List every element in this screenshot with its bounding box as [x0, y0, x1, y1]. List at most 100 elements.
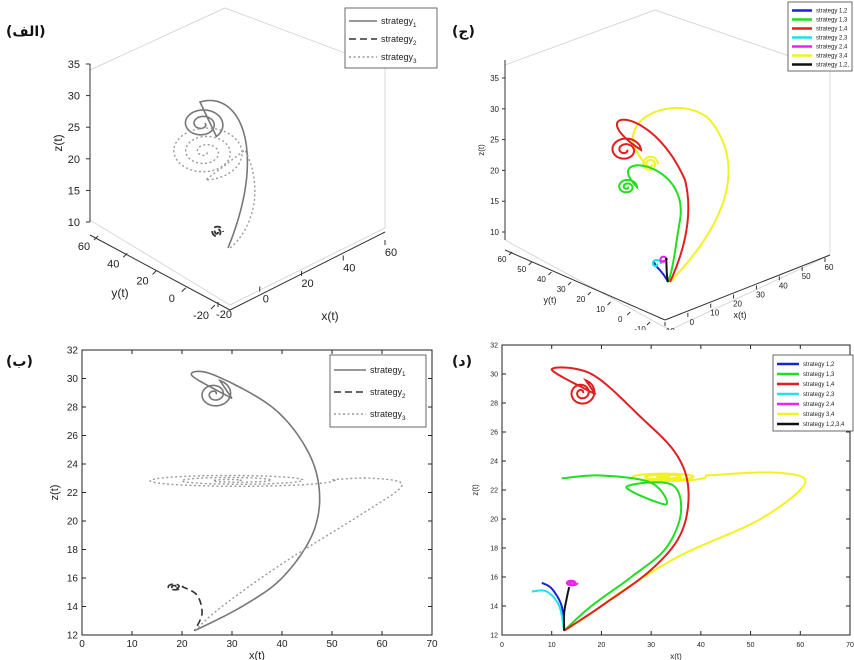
series-group — [149, 370, 403, 632]
x-tick-label-2: 20 — [301, 278, 313, 290]
x-tick-label-2: 20 — [598, 642, 606, 649]
x-tick-label-1: 0 — [263, 294, 269, 306]
legend-entry-5: strategy 3,4 — [816, 54, 848, 60]
x-tick-label-3: 40 — [343, 263, 355, 275]
series-line-6 — [665, 258, 669, 283]
series-line-1 — [561, 474, 683, 632]
x-tick-label-4: 40 — [276, 639, 288, 650]
cube-edge-0 — [89, 7, 226, 71]
y-tick-mark-0 — [646, 321, 651, 326]
x-axis-title: x(t) — [249, 650, 265, 660]
x-tick-label-0: -20 — [216, 309, 232, 321]
legend-entry-5: strategy 3,4 — [803, 412, 835, 418]
y-tick-label-4: 30 — [557, 285, 566, 294]
y-tick-label-5: 22 — [490, 487, 498, 494]
z-axis-title: z(t) — [51, 134, 65, 151]
legend-entry-1: strategy 1,3 — [816, 18, 848, 24]
cube-frame — [504, 9, 831, 330]
y-tick-label-5: 22 — [67, 488, 79, 499]
legend-entry-6: strategy 1,2,3,4 — [803, 422, 845, 428]
panel-label-dal: (د) — [452, 354, 472, 370]
x-tick-label-1: 10 — [548, 642, 556, 649]
y-tick-mark-0 — [210, 304, 216, 310]
y-tick-label-6: 24 — [67, 460, 79, 471]
legend: strategy1 strategy2 strategy3 — [329, 354, 427, 428]
panel-label-be: (ب) — [6, 354, 33, 370]
chart-2d-color: 0 10 20 30 40 50 60 70 12 14 16 18 20 22 24 26 28 30 32 x(t… — [471, 342, 854, 660]
legend-entry-0: strategy1 — [381, 16, 417, 29]
y-tick-label-9: 30 — [490, 371, 498, 378]
y-tick-label-10: 32 — [67, 346, 79, 357]
series-line-2 — [173, 127, 256, 249]
cube-edge-4 — [89, 219, 231, 306]
y-tick-label-2: 16 — [490, 574, 498, 581]
x-tick-label-4: 30 — [756, 290, 765, 299]
y-tick-label-3: 18 — [490, 545, 498, 552]
y-tick-label-4: 20 — [490, 516, 498, 523]
legend-entry-2: strategy 1,4 — [816, 27, 848, 33]
y-tick-label-6: 24 — [490, 458, 498, 465]
x-tick-label-1: 0 — [690, 318, 695, 327]
y-tick-label-0: -10 — [634, 325, 646, 330]
y-tick-label-7: 26 — [490, 429, 498, 436]
x-tick-label-4: 60 — [385, 247, 397, 259]
x-axis-title: x(t) — [734, 310, 747, 320]
y-tick-label-2: 20 — [136, 276, 148, 288]
y-tick-label-4: 20 — [67, 517, 79, 528]
series-line-1 — [211, 225, 224, 237]
y-tick-label-7: 26 — [67, 431, 79, 442]
y-tick-mark-1 — [626, 311, 631, 316]
x-axis-title: x(t) — [670, 652, 682, 660]
legend-entry-2: strategy3 — [381, 52, 417, 65]
y-axis-title: y(t) — [111, 286, 128, 300]
legend-entry-4: strategy 2,4 — [816, 45, 848, 51]
z-tick-label-1: 15 — [68, 185, 80, 197]
y-tick-label-10: 32 — [490, 342, 498, 349]
cube-edge-3 — [229, 227, 386, 306]
y-tick-label-4: 60 — [78, 241, 90, 253]
y-tick-label-9: 30 — [67, 374, 79, 385]
y-axis-title: z(t) — [471, 484, 480, 496]
series-line-3 — [651, 259, 662, 268]
y-tick-mark-3 — [122, 252, 128, 258]
legend-entry-3: strategy 2,3 — [816, 36, 848, 42]
y-axis-line — [504, 249, 666, 321]
series-line-2 — [611, 118, 690, 283]
x-tick-label-0: 0 — [79, 639, 85, 650]
y-tick-label-3: 20 — [576, 295, 585, 304]
y-tick-mark-5 — [548, 271, 552, 276]
legend-entry-1: strategy 1,3 — [803, 372, 835, 378]
y-axis-line — [89, 234, 231, 311]
y-axis-title: z(t) — [49, 485, 61, 501]
x-tick-label-3: 30 — [647, 642, 655, 649]
series-group — [173, 99, 256, 249]
z-tick-label-1: 15 — [490, 197, 499, 206]
x-axis-title: x(t) — [321, 309, 338, 323]
legend-box — [329, 354, 427, 428]
y-tick-label-0: -20 — [193, 310, 209, 322]
y-tick-mark-7 — [508, 251, 513, 256]
y-tick-label-1: 0 — [169, 293, 175, 305]
series-line-2 — [550, 366, 690, 632]
z-tick-label-4: 30 — [490, 105, 499, 114]
x-tick-label-7: 70 — [426, 639, 438, 650]
z-tick-label-5: 35 — [68, 59, 80, 71]
z-tick-label-0: 10 — [68, 217, 80, 229]
y-tick-label-3: 18 — [67, 545, 79, 556]
panel-label-alef: (الف) — [6, 24, 46, 40]
series-line-5 — [563, 471, 807, 632]
x-tick-label-5: 40 — [779, 281, 788, 290]
y-tick-mark-3 — [587, 291, 592, 296]
panel-label-jim: (ج) — [452, 24, 475, 40]
cube-frame — [89, 7, 386, 311]
chart-2d-grayscale: 0 10 20 30 40 50 60 70 12 14 16 18 20 22 24 26 28 30 32 x(t… — [49, 346, 438, 660]
y-axis-title: y(t) — [544, 295, 557, 305]
legend: strategy 1,2 strategy 1,3 strategy 1,4 stra… — [772, 354, 854, 432]
y-tick-mark-4 — [567, 281, 572, 286]
legend-entry-2: strategy3 — [370, 409, 406, 422]
x-tick-label-4: 40 — [697, 642, 705, 649]
x-tick-label-3: 30 — [226, 639, 238, 650]
series-line-4 — [565, 579, 579, 587]
x-tick-label-6: 50 — [802, 272, 811, 281]
z-tick-label-0: 10 — [490, 228, 499, 237]
